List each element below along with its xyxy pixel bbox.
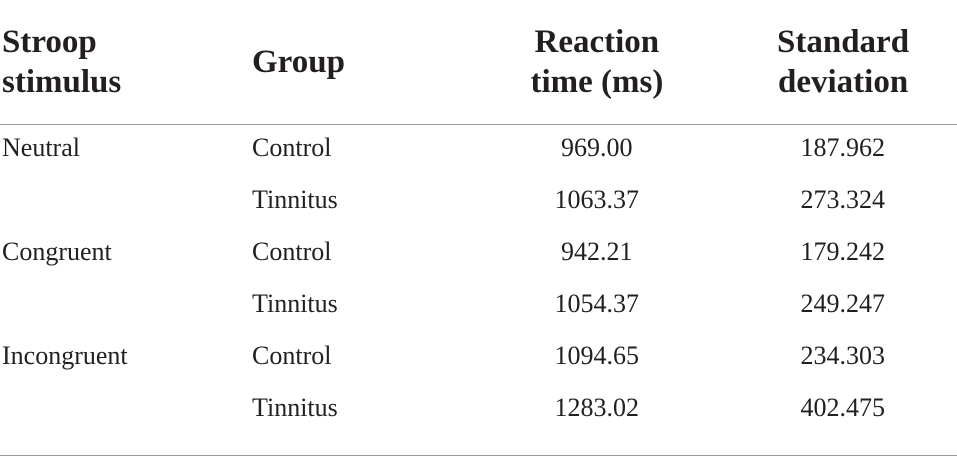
body-cell: 402.475 bbox=[800, 393, 886, 422]
body-cell: Control bbox=[252, 341, 332, 370]
body-cell: 179.242 bbox=[800, 237, 886, 266]
header-cell: Stroop bbox=[2, 23, 97, 60]
body-cell: 942.21 bbox=[561, 237, 633, 266]
stimulus-cell: Incongruent bbox=[2, 341, 128, 370]
body-cell: Control bbox=[252, 133, 332, 162]
stimulus-cell: Neutral bbox=[2, 133, 80, 162]
body-cell: 234.303 bbox=[800, 341, 886, 370]
body-cell: 1054.37 bbox=[554, 289, 640, 318]
body-cell: Tinnitus bbox=[252, 185, 338, 214]
body-cell: Tinnitus bbox=[252, 289, 338, 318]
body-cell: Control bbox=[252, 237, 332, 266]
header-cell: Group bbox=[252, 43, 345, 80]
body-cell: 1063.37 bbox=[554, 185, 640, 214]
header-cell: Standard bbox=[777, 23, 910, 60]
body-cell: 1283.02 bbox=[554, 393, 640, 422]
stimulus-cell: Congruent bbox=[2, 237, 112, 266]
body-cell: Tinnitus bbox=[252, 393, 338, 422]
header-cell: time (ms) bbox=[530, 63, 664, 100]
body-cell: 249.247 bbox=[800, 289, 886, 318]
header-rule bbox=[0, 124, 957, 125]
body-cell: 969.00 bbox=[561, 133, 633, 162]
header-cell: Reaction bbox=[534, 23, 660, 60]
body-cell: 187.962 bbox=[800, 133, 886, 162]
header-cell: deviation bbox=[778, 63, 909, 100]
body-cell: 273.324 bbox=[800, 185, 886, 214]
header-cell: stimulus bbox=[2, 63, 122, 100]
body-cell: 1094.65 bbox=[554, 341, 640, 370]
bottom-rule bbox=[0, 455, 957, 456]
